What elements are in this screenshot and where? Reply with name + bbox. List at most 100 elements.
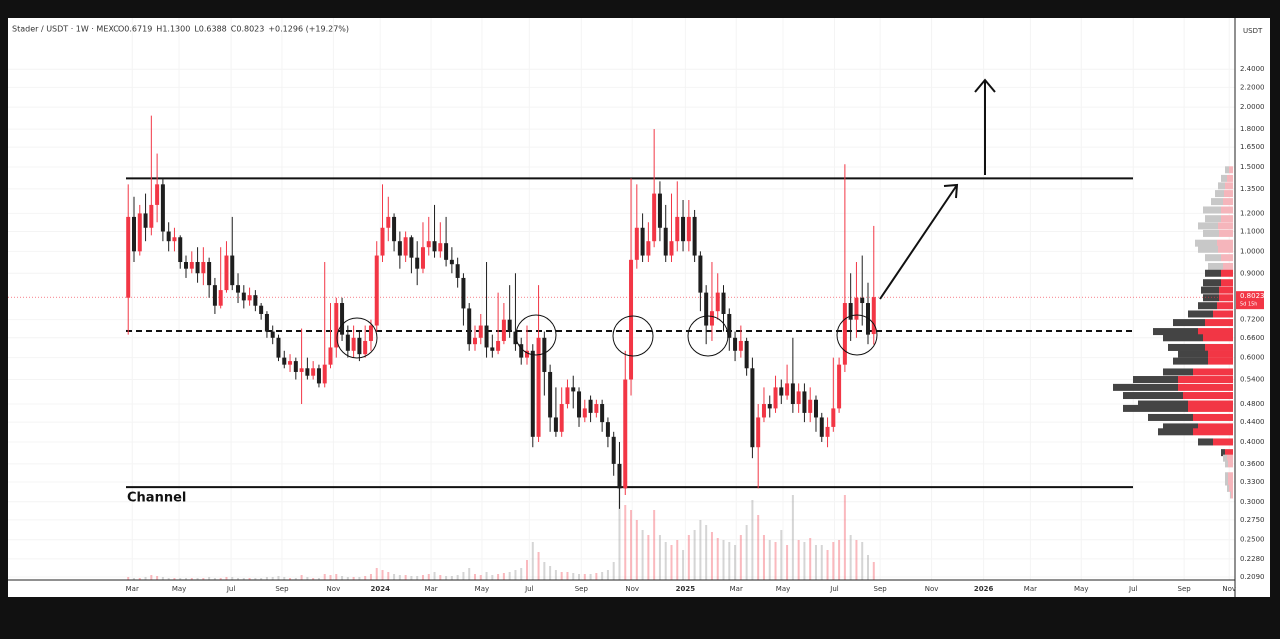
x-tick-label: Sep bbox=[275, 585, 289, 593]
volume-bar bbox=[144, 577, 147, 580]
x-tick-label: Nov bbox=[1222, 585, 1236, 593]
countdown-label: 5d 15h bbox=[1240, 302, 1257, 308]
y-tick-label: 0.2500 bbox=[1240, 536, 1265, 544]
candle-body bbox=[669, 241, 674, 256]
candle-body bbox=[536, 337, 541, 437]
profile-down bbox=[1173, 319, 1205, 327]
volume-bar bbox=[791, 495, 794, 580]
profile-down bbox=[1221, 174, 1227, 182]
x-tick-label: Mar bbox=[1024, 585, 1037, 593]
candle-body bbox=[854, 297, 859, 320]
profile-up bbox=[1228, 460, 1233, 468]
candle-body bbox=[467, 308, 472, 345]
volume-bar bbox=[502, 573, 505, 580]
profile-up bbox=[1217, 302, 1233, 310]
profile-down bbox=[1203, 279, 1221, 287]
profile-up bbox=[1213, 310, 1233, 318]
candle-body bbox=[305, 368, 310, 376]
profile-down bbox=[1205, 269, 1221, 277]
profile-down bbox=[1205, 215, 1221, 223]
profile-down bbox=[1221, 449, 1225, 457]
y-tick-label: 0.2280 bbox=[1240, 555, 1265, 563]
candle-body bbox=[334, 303, 339, 348]
candle-body bbox=[646, 241, 651, 256]
profile-down bbox=[1178, 350, 1208, 358]
candle-body bbox=[652, 193, 657, 242]
legend-value: H1.1300 bbox=[156, 25, 190, 34]
candle-body bbox=[640, 227, 645, 256]
volume-bar bbox=[664, 542, 667, 580]
candle-body bbox=[299, 368, 304, 372]
volume-bar bbox=[132, 578, 135, 580]
profile-down bbox=[1230, 491, 1231, 499]
volume-bar bbox=[497, 574, 500, 580]
candle-body bbox=[172, 237, 177, 242]
volume-bar bbox=[595, 573, 598, 580]
volume-bar bbox=[398, 575, 401, 580]
candle-body bbox=[415, 257, 420, 269]
candle-body bbox=[744, 340, 749, 369]
volume-bar bbox=[549, 566, 552, 580]
profile-up bbox=[1225, 182, 1233, 190]
volume-bar bbox=[716, 538, 719, 580]
volume-bar bbox=[421, 575, 424, 580]
candle-body bbox=[282, 357, 287, 365]
candle-body bbox=[143, 213, 148, 228]
candle-body bbox=[455, 264, 460, 278]
volume-bar bbox=[803, 542, 806, 580]
volume-bar bbox=[456, 575, 459, 580]
profile-up bbox=[1219, 229, 1233, 237]
profile-up bbox=[1178, 383, 1233, 391]
volume-bar bbox=[289, 578, 292, 580]
candle-body bbox=[559, 404, 564, 432]
candle-body bbox=[426, 241, 431, 248]
y-tick-label: 1.6500 bbox=[1240, 143, 1265, 151]
candle-body bbox=[270, 331, 275, 338]
y-tick-label: 0.7200 bbox=[1240, 316, 1265, 324]
volume-bar bbox=[341, 576, 344, 580]
arrow bbox=[974, 78, 996, 175]
profile-down bbox=[1198, 245, 1218, 253]
volume-bar bbox=[317, 578, 320, 580]
candle-body bbox=[345, 334, 350, 351]
candle-body bbox=[253, 295, 258, 306]
profile-down bbox=[1113, 383, 1178, 391]
volume-bar bbox=[526, 560, 529, 580]
profile-down bbox=[1225, 472, 1228, 480]
candle-body bbox=[178, 237, 183, 263]
volume-bar bbox=[855, 540, 858, 580]
legend-value: L0.6388 bbox=[194, 25, 226, 34]
profile-down bbox=[1168, 343, 1205, 351]
candle-body bbox=[340, 303, 345, 335]
chart-title: Stader / USDT · 1W · MEXC bbox=[12, 25, 119, 34]
volume-bar bbox=[335, 574, 338, 580]
y-tick-label: 0.4800 bbox=[1240, 400, 1265, 408]
volume-bar bbox=[658, 535, 661, 580]
volume-bar bbox=[404, 575, 407, 580]
volume-bar bbox=[127, 577, 130, 580]
volume-bar bbox=[306, 577, 309, 580]
profile-up bbox=[1223, 262, 1233, 270]
candle-body bbox=[525, 350, 530, 358]
volume-bar bbox=[485, 572, 488, 580]
y-tick-label: 0.6600 bbox=[1240, 334, 1265, 342]
volume-bar bbox=[150, 575, 153, 580]
volume-bar bbox=[179, 578, 182, 580]
y-tick-label: 1.3500 bbox=[1240, 185, 1265, 193]
profile-down bbox=[1205, 254, 1221, 262]
candle-body bbox=[490, 347, 495, 351]
volume-bar bbox=[572, 573, 575, 580]
volume-bar bbox=[375, 568, 378, 580]
x-tick-label: Mar bbox=[424, 585, 437, 593]
profile-down bbox=[1198, 222, 1218, 230]
chart-panel bbox=[8, 18, 1270, 597]
x-tick-label: May bbox=[475, 585, 489, 593]
candle-body bbox=[686, 216, 691, 242]
y-tick-label: 2.0000 bbox=[1240, 103, 1265, 111]
candle-body bbox=[530, 350, 535, 437]
volume-bar bbox=[491, 575, 494, 580]
legend-value: O0.6719 bbox=[118, 25, 152, 34]
profile-down bbox=[1133, 376, 1178, 384]
candle-body bbox=[808, 399, 813, 413]
volume-bar bbox=[537, 552, 540, 580]
